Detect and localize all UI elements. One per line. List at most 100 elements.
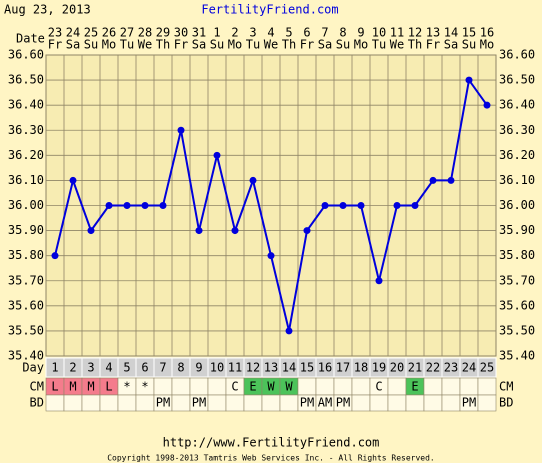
bd-cell <box>243 394 263 412</box>
date-label: 9 <box>357 26 364 40</box>
temp-point <box>339 202 347 209</box>
weekday-label: Su <box>336 38 350 52</box>
temp-point <box>375 277 383 285</box>
y-tick-label-right: 36.50 <box>499 73 535 87</box>
x-label: Date <box>16 32 45 46</box>
day-number: 11 <box>228 361 242 375</box>
temp-point <box>267 252 275 260</box>
temp-point <box>69 176 77 184</box>
day-number: 1 <box>51 361 58 375</box>
day-number: 21 <box>408 361 422 375</box>
chart-date: Aug 23, 2013 <box>4 3 91 17</box>
day-number: 14 <box>282 361 296 375</box>
bd-cell <box>477 394 497 412</box>
cm-value: L <box>105 380 112 394</box>
y-tick-label: 35.40 <box>8 349 44 363</box>
date-label: 12 <box>408 26 422 40</box>
bd-cell <box>135 394 155 412</box>
weekday-label: Fr <box>300 38 314 52</box>
date-label: 8 <box>339 26 346 40</box>
cm-label: CM <box>30 380 44 394</box>
weekday-label: Th <box>408 38 422 52</box>
bd-value: PM <box>462 396 476 410</box>
y-tick-label-right: 36.40 <box>499 98 535 112</box>
bd-value: PM <box>156 396 170 410</box>
date-label: 25 <box>84 26 98 40</box>
date-label: 6 <box>303 26 310 40</box>
date-label: 13 <box>426 26 440 40</box>
bd-cell <box>81 394 101 412</box>
bd-cell <box>225 394 245 412</box>
temp-point <box>51 252 59 260</box>
date-label: 15 <box>462 26 476 40</box>
date-label: 30 <box>174 26 188 40</box>
day-number: 8 <box>177 361 184 375</box>
y-tick-label-right: 36.60 <box>499 48 535 62</box>
weekday-label: Fr <box>426 38 440 52</box>
cm-cell <box>333 377 353 396</box>
weekday-label: Mo <box>102 38 116 52</box>
day-cell <box>477 357 497 378</box>
y-tick-label-right: 35.80 <box>499 248 535 262</box>
date-label: 4 <box>267 26 274 40</box>
weekday-label: Sa <box>318 38 332 52</box>
cm-cell <box>297 377 317 396</box>
weekday-label: Mo <box>480 38 494 52</box>
weekday-label: We <box>264 38 278 52</box>
weekday-label: We <box>138 38 152 52</box>
bd-cell <box>441 394 461 412</box>
temp-point <box>177 126 185 134</box>
bd-cell <box>351 394 371 412</box>
cm-cell <box>207 377 227 396</box>
date-label: 16 <box>480 26 494 40</box>
date-label: 24 <box>66 26 80 40</box>
bd-label-right: BD <box>499 396 513 410</box>
bd-cell <box>63 394 83 412</box>
temp-point <box>249 176 257 184</box>
temp-point <box>87 227 95 235</box>
weekday-label: Su <box>462 38 476 52</box>
bd-cell <box>207 394 227 412</box>
weekday-label: Th <box>282 38 296 52</box>
bd-value: PM <box>300 396 314 410</box>
weekday-label: Sa <box>66 38 80 52</box>
cm-cell <box>189 377 209 396</box>
bd-value: PM <box>192 396 206 410</box>
day-number: 6 <box>141 361 148 375</box>
temp-point <box>429 176 437 184</box>
footer-copyright: Copyright 1998-2013 Tamtris Web Services… <box>107 454 435 463</box>
bd-cell <box>171 394 191 412</box>
day-number: 13 <box>264 361 278 375</box>
cm-value: * <box>141 380 148 394</box>
temp-point <box>447 176 455 184</box>
y-tick-label: 36.20 <box>8 148 44 162</box>
site-name: FertilityFriend.com <box>201 3 338 17</box>
weekday-label: We <box>390 38 404 52</box>
date-label: 29 <box>156 26 170 40</box>
temp-point <box>195 227 203 235</box>
weekday-label: Th <box>156 38 170 52</box>
temp-point <box>141 202 149 209</box>
cm-value: W <box>267 380 275 394</box>
y-tick-label-right: 35.40 <box>499 349 535 363</box>
y-tick-label: 36.60 <box>8 48 44 62</box>
date-label: 1 <box>213 26 220 40</box>
weekday-label: Fr <box>174 38 188 52</box>
y-tick-label-right: 35.70 <box>499 273 535 287</box>
date-label: 3 <box>249 26 256 40</box>
date-label: 10 <box>372 26 386 40</box>
y-tick-label-right: 36.00 <box>499 198 535 212</box>
bd-cell <box>279 394 299 412</box>
cm-cell <box>315 377 335 396</box>
y-tick-label-right: 36.30 <box>499 123 535 137</box>
day-number: 3 <box>87 361 94 375</box>
temp-point <box>357 202 365 209</box>
day-number: 19 <box>372 361 386 375</box>
date-label: 14 <box>444 26 458 40</box>
footer-url: http://www.FertilityFriend.com <box>163 436 380 450</box>
date-label: 2 <box>231 26 238 40</box>
day-number: 4 <box>105 361 112 375</box>
y-tick-label-right: 36.10 <box>499 173 535 187</box>
date-label: 11 <box>390 26 404 40</box>
y-tick-label-right: 35.60 <box>499 298 535 312</box>
